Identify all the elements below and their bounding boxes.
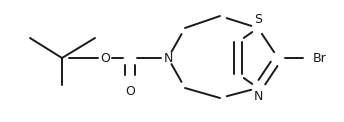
Text: O: O <box>100 51 110 65</box>
Text: S: S <box>254 13 262 26</box>
Text: N: N <box>163 51 173 65</box>
Text: N: N <box>253 90 263 103</box>
Text: O: O <box>125 85 135 98</box>
Text: Br: Br <box>313 51 327 65</box>
